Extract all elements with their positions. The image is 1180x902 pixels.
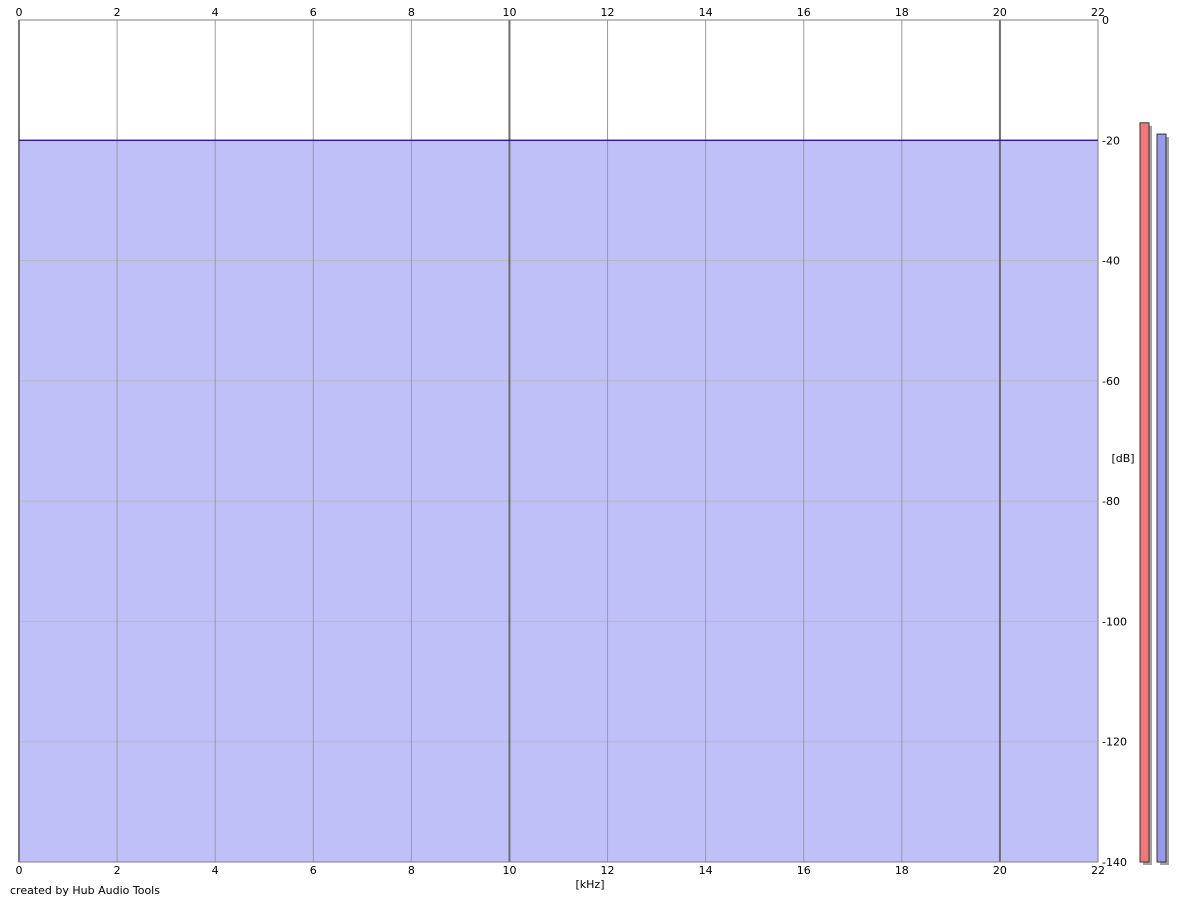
x-tick-label: 0 [16, 6, 23, 19]
x-tick-label: 8 [408, 864, 415, 877]
x-tick-label: 4 [212, 864, 219, 877]
grid-lines [18, 19, 1099, 863]
x-tick-label: 22 [1091, 6, 1105, 19]
level-meters [1139, 122, 1169, 866]
x-tick-label: 2 [114, 6, 121, 19]
level-meter-left [1139, 122, 1150, 863]
x-tick-label: 12 [601, 6, 615, 19]
x-tick-label: 6 [310, 864, 317, 877]
plot-border [18, 19, 1099, 863]
y-tick-label: -60 [1102, 375, 1120, 388]
y-tick-label: -20 [1102, 134, 1120, 147]
x-tick-label: 16 [797, 864, 811, 877]
x-tick-label: 12 [601, 864, 615, 877]
y-axis-label: [dB] [1111, 452, 1134, 465]
x-tick-label: 4 [212, 6, 219, 19]
x-tick-label: 14 [699, 864, 713, 877]
x-tick-label: 0 [16, 864, 23, 877]
x-axis-label: [kHz] [576, 878, 605, 891]
y-tick-label: -140 [1102, 856, 1127, 869]
y-tick-label: -40 [1102, 255, 1120, 268]
x-tick-label: 8 [408, 6, 415, 19]
x-tick-labels-bottom: 0 2 4 6 8 10 12 14 16 18 20 22 [16, 864, 1106, 877]
y-tick-label: -100 [1102, 615, 1127, 628]
x-tick-label: 16 [797, 6, 811, 19]
y-tick-label: -120 [1102, 736, 1127, 749]
x-tick-label: 20 [993, 6, 1007, 19]
x-tick-label: 18 [895, 6, 909, 19]
x-tick-label: 10 [502, 864, 516, 877]
x-tick-label: 2 [114, 864, 121, 877]
x-tick-label: 22 [1091, 864, 1105, 877]
level-meter-right [1156, 133, 1167, 863]
y-tick-label: 0 [1102, 14, 1109, 27]
y-tick-label: -80 [1102, 495, 1120, 508]
x-tick-label: 14 [699, 6, 713, 19]
credit-text: created by Hub Audio Tools [10, 884, 160, 897]
x-tick-label: 10 [502, 6, 516, 19]
x-tick-label: 18 [895, 864, 909, 877]
x-tick-label: 6 [310, 6, 317, 19]
x-tick-labels-top: 0 2 4 6 8 10 12 14 16 18 20 22 [16, 6, 1106, 19]
x-tick-label: 20 [993, 864, 1007, 877]
y-tick-labels: 0 -20 -40 -60 -80 -100 -120 -140 [1102, 14, 1127, 869]
